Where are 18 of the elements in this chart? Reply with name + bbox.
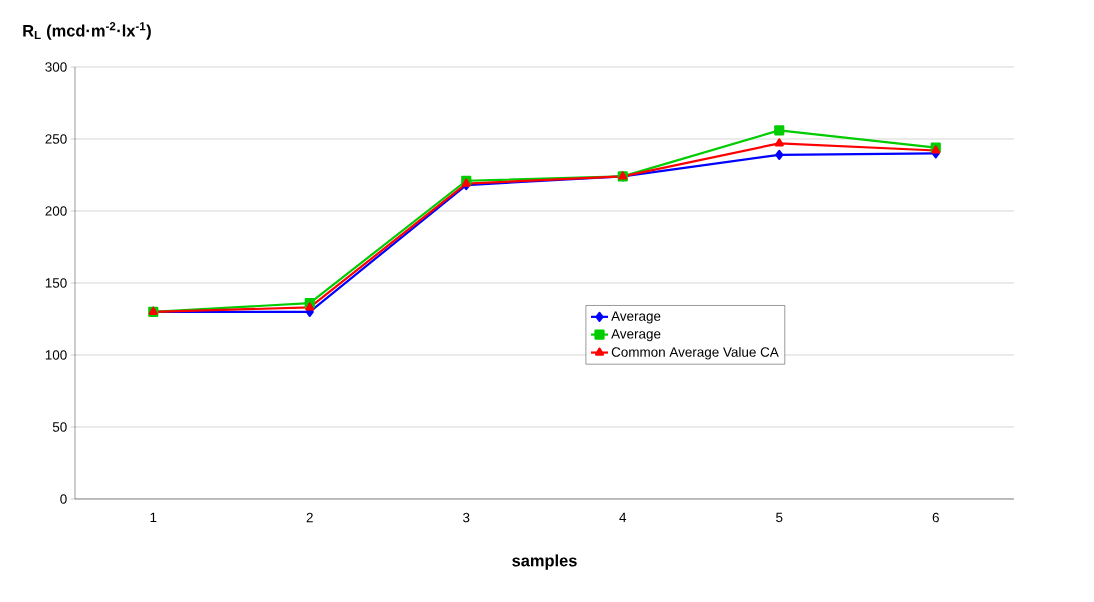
x-tick-label: 2 bbox=[306, 512, 313, 523]
y-tick-label: 300 bbox=[45, 62, 67, 72]
legend-label: Average bbox=[611, 311, 661, 324]
y-tick-label: 250 bbox=[45, 134, 67, 144]
y-tick-label: 200 bbox=[45, 206, 67, 216]
y-tick-label: 150 bbox=[45, 278, 67, 288]
x-tick-label: 6 bbox=[932, 512, 939, 523]
y-tick-label: 0 bbox=[60, 494, 67, 504]
x-tick-label: 1 bbox=[150, 512, 157, 523]
x-tick-label: 3 bbox=[463, 512, 470, 523]
x-axis-title: samples bbox=[512, 554, 577, 570]
y-tick-label: 50 bbox=[52, 422, 67, 432]
y-tick-label: 100 bbox=[45, 350, 67, 360]
x-tick-label: 4 bbox=[619, 512, 627, 523]
legend-label: Average bbox=[611, 329, 661, 342]
x-tick-label: 5 bbox=[776, 512, 783, 523]
y-axis-title: R$_{L}$ (mcd·m$^{-2}$·lx$^{-1}$) bbox=[23, 22, 151, 40]
legend-label: Common Average Value CA bbox=[611, 346, 779, 360]
